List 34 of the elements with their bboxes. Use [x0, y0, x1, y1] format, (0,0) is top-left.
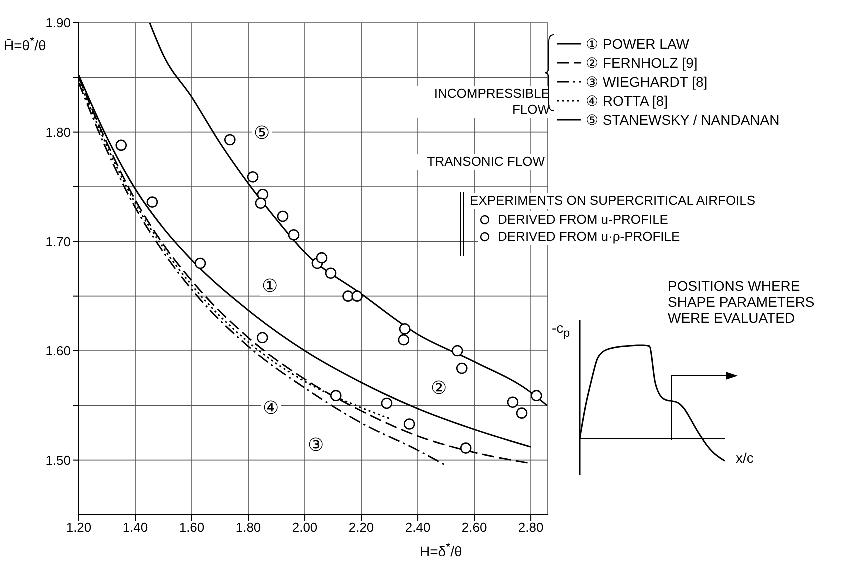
text: POSITIONS WHERE SHAPE PARAMETERS WERE EVALUATED: [668, 278, 816, 326]
y-tick-label: 1.50: [46, 452, 71, 468]
annotation: ④: [261, 398, 282, 418]
x-tick-label: 1.60: [179, 520, 205, 536]
x-tick-label: 1.20: [66, 520, 92, 536]
annotation: TRANSONIC FLOW: [395, 154, 545, 170]
legend-label: ⑤ STANEWSKY / NANDANAN: [586, 112, 780, 128]
x-tick-label: 2.60: [462, 520, 488, 536]
y-axis-title: -c$_{p}$: [552, 320, 570, 342]
legend-label: DERIVED FROM u-PROFILE: [498, 212, 668, 228]
annotation: ③: [306, 435, 326, 456]
y-tick-label: 1.90: [46, 16, 71, 31]
annotation: ⑤: [252, 123, 272, 144]
x-axis-title: x/c: [736, 450, 754, 466]
legend-label: ② FERNHOLZ [9]: [586, 54, 698, 70]
y-tick-label: 1.60: [46, 344, 71, 359]
x-tick-label: 2.40: [405, 520, 431, 536]
x-tick-label: 2.80: [518, 520, 544, 536]
annotation: ①: [260, 276, 280, 296]
y-tick-label: 1.70: [46, 234, 71, 250]
y-tick-label: 1.80: [46, 124, 71, 140]
x-axis-title: H=δ$^{*}$/θ: [420, 540, 462, 560]
annotation: ②: [428, 378, 449, 398]
x-tick-label: 1.40: [122, 520, 148, 536]
legend-label: ④ ROTTA [8]: [586, 92, 668, 108]
x-tick-label: 2.00: [292, 520, 318, 536]
x-tick-label: 1.80: [236, 520, 262, 536]
annotation: INCOMPRESSIBLE FLOW: [400, 86, 550, 118]
legend-label: DERIVED FROM u·ρ-PROFILE: [498, 228, 680, 244]
legend-label: ③ WIEGHARDT [8]: [586, 74, 708, 90]
y-axis-title: H̄=θ$^{*}$/θ: [4, 34, 46, 54]
x-tick-label: 2.20: [348, 520, 374, 536]
legend-label: ① POWER LAW: [586, 36, 690, 52]
annotation: EXPERIMENTS ON SUPERCRITICAL AIRFOILS: [470, 193, 790, 209]
